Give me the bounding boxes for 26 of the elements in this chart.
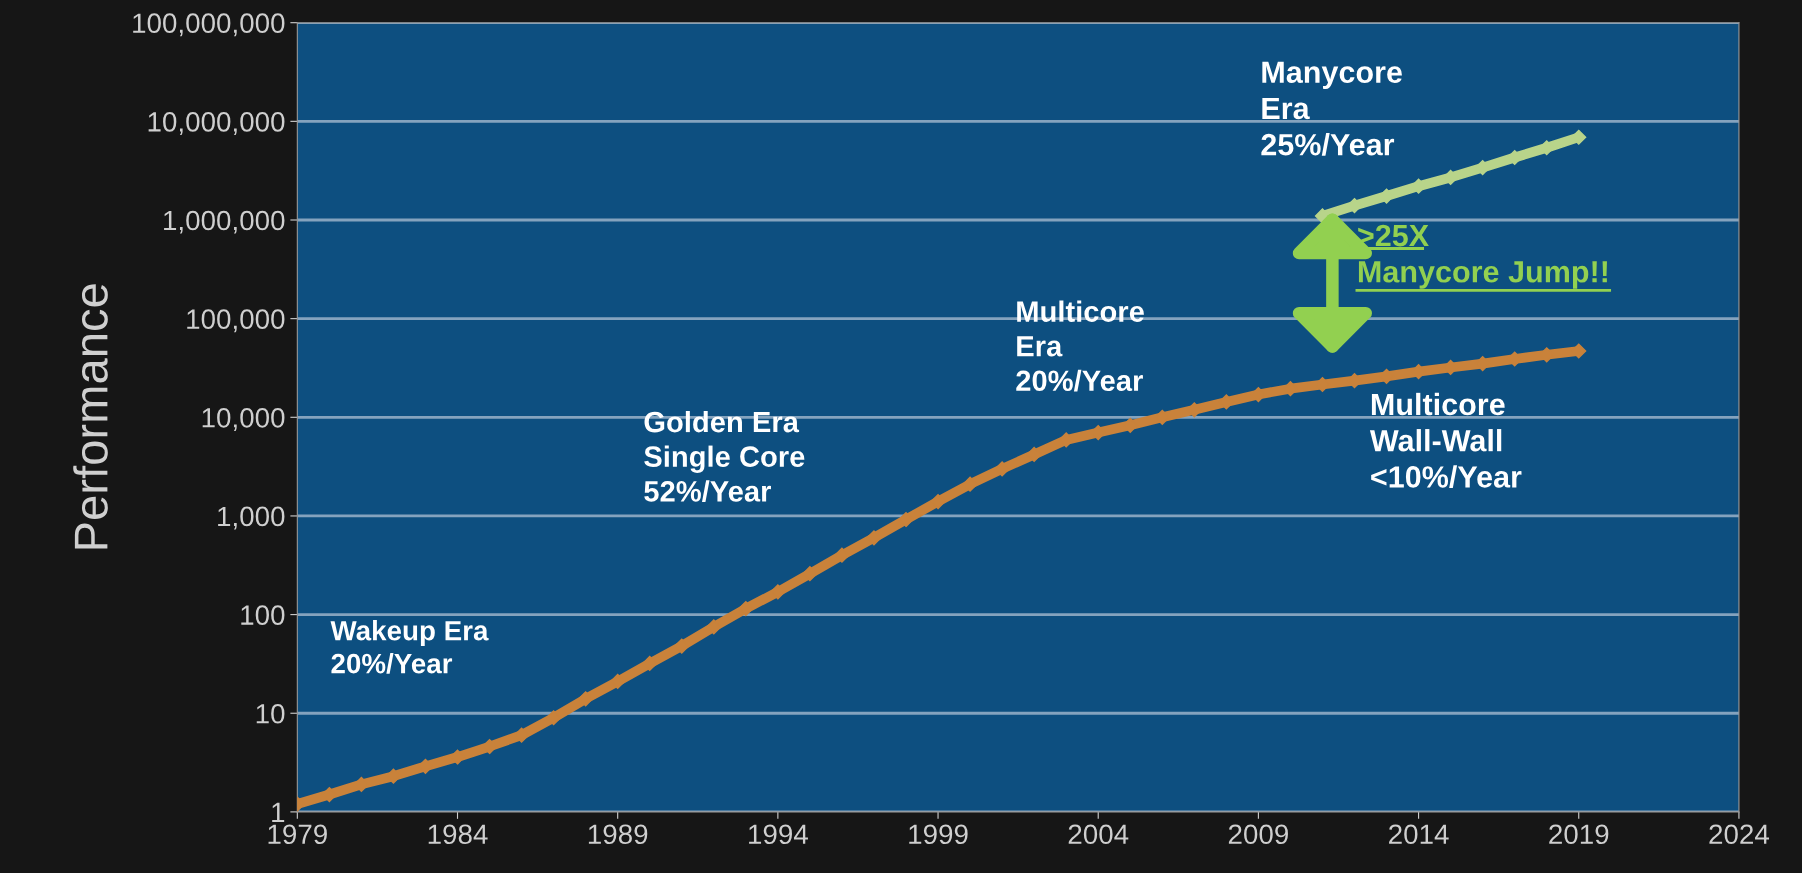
y-tick-label: 1,000 [218,506,285,530]
annotation: >25X Manycore Jump!! [1358,224,1607,289]
annotation: Manycore Era 25%/Year [1261,61,1402,156]
x-tick-label: 2004 [1068,824,1129,845]
annotation: Multicore Era 20%/Year [1016,300,1144,392]
x-tick-label: 2019 [1549,824,1609,845]
x-tick-label: 1994 [749,824,808,845]
y-tick-label: 1 [272,802,285,822]
annotation: Golden Era Single Core 52%/Year [644,410,805,502]
y-axis-title: Performance [73,284,108,549]
x-tick-label: 1984 [428,824,488,845]
y-tick-label: 100,000 [187,309,285,333]
y-tick-label: 10,000 [202,407,285,431]
x-tick-label: 2014 [1389,824,1449,845]
x-tick-label: 1989 [588,824,648,845]
y-tick-label: 10 [256,703,285,724]
x-tick-label: 1979 [268,824,327,845]
annotation: Multicore Wall-Wall <10%/Year [1369,392,1522,489]
x-tick-label: 2009 [1228,824,1288,845]
annotation: Wakeup Era 20%/Year [330,620,489,674]
y-tick-label: 10,000,000 [148,112,285,135]
x-tick-label: 1999 [909,824,968,845]
x-tick-label: 2024 [1709,824,1770,845]
y-tick-label: 100,000,000 [133,13,285,37]
y-tick-label: 100 [241,605,285,625]
y-tick-label: 1,000,000 [164,210,285,234]
